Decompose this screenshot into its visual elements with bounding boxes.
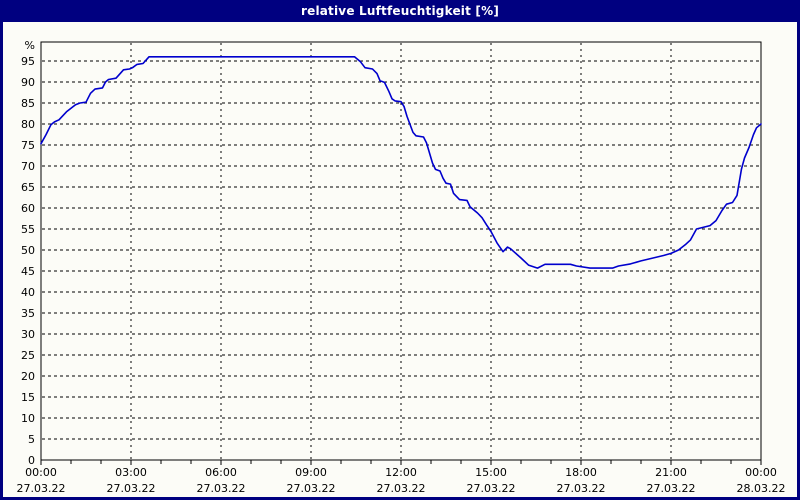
x-tick-time-label: 09:00 xyxy=(295,466,327,479)
y-tick-label: 60 xyxy=(21,202,35,215)
x-tick-time-label: 06:00 xyxy=(205,466,237,479)
y-tick-label: 45 xyxy=(21,265,35,278)
x-tick-date-label: 27.03.22 xyxy=(557,482,606,495)
x-tick-date-label: 27.03.22 xyxy=(17,482,66,495)
y-tick-label: 55 xyxy=(21,223,35,236)
y-tick-label: 80 xyxy=(21,118,35,131)
x-tick-date-label: 28.03.22 xyxy=(737,482,786,495)
y-tick-label: 25 xyxy=(21,349,35,362)
y-tick-label: 75 xyxy=(21,139,35,152)
hour-ticks xyxy=(40,460,762,465)
y-gridlines xyxy=(42,60,760,440)
y-tick-label: 35 xyxy=(21,307,35,320)
y-tick-labels: 0 5 10 15 20 25 30 35 40 45 50 55 60 65 70 75 80 85 90 95% xyxy=(21,39,35,467)
x-tick-time-label: 00:00 xyxy=(25,466,57,479)
x-tick-date-label: 27.03.22 xyxy=(647,482,696,495)
x-tick-time-label: 00:00 xyxy=(745,466,777,479)
x-tick-date-label: 27.03.22 xyxy=(287,482,336,495)
y-tick-label: 10 xyxy=(21,412,35,425)
x-tick-time-label: 15:00 xyxy=(475,466,507,479)
y-tick-label: 90 xyxy=(21,76,35,89)
title-bar: relative Luftfeuchtigkeit [%] xyxy=(3,0,797,22)
x-tick-time-label: 12:00 xyxy=(385,466,417,479)
y-tick-label: 95 xyxy=(21,55,35,68)
y-tick-label: 15 xyxy=(21,391,35,404)
y-tick-label: 20 xyxy=(21,370,35,383)
plot-frame xyxy=(40,41,762,461)
x-tick-time-label: 18:00 xyxy=(565,466,597,479)
x-tick-date-label: 27.03.22 xyxy=(377,482,426,495)
y-tick-label: 30 xyxy=(21,328,35,341)
y-tick-label: 70 xyxy=(21,160,35,173)
y-tick-label: 65 xyxy=(21,181,35,194)
humidity-line xyxy=(40,55,762,269)
y-tick-label: 5 xyxy=(28,433,35,446)
chart-title: relative Luftfeuchtigkeit [%] xyxy=(300,4,500,18)
x-tick-labels: 00:00 27.03.22 03:00 27.03.22 06:00 27.03.22 0… xyxy=(17,466,786,495)
x-tick-date-label: 27.03.22 xyxy=(467,482,516,495)
y-tick-label: 85 xyxy=(21,97,35,110)
x-tick-date-label: 27.03.22 xyxy=(197,482,246,495)
x-tick-time-label: 21:00 xyxy=(655,466,687,479)
x-tick-time-label: 03:00 xyxy=(115,466,147,479)
y-tick-label: 40 xyxy=(21,286,35,299)
y-axis-unit-label: % xyxy=(25,39,35,52)
y-tick-label: 50 xyxy=(21,244,35,257)
x-tick-date-label: 27.03.22 xyxy=(107,482,156,495)
y-tick-label: 0 xyxy=(28,454,35,467)
